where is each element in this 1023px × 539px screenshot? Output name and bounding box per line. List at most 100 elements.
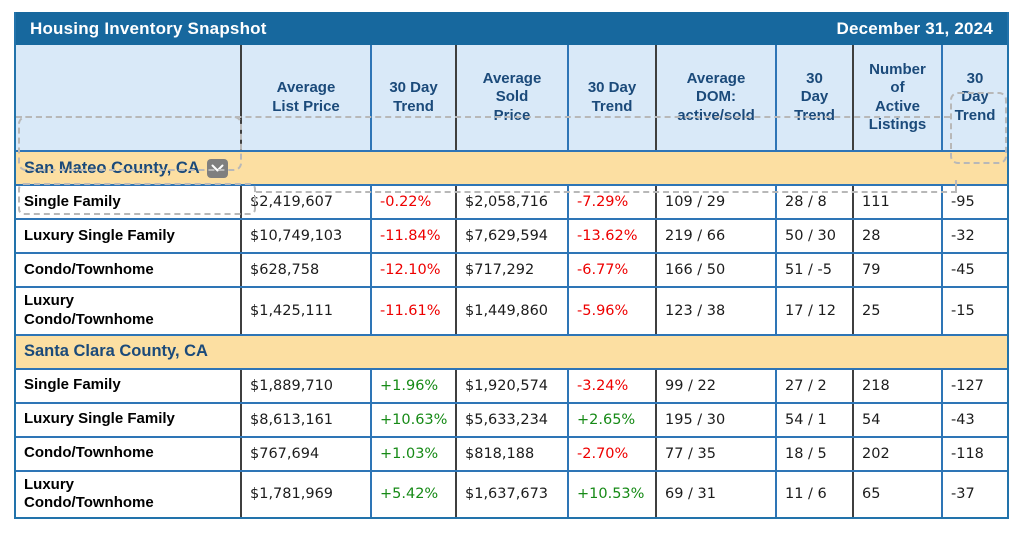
housing-inventory-report: Housing Inventory Snapshot December 31, … <box>14 12 1009 519</box>
cell-dom: 109 / 29 <box>655 186 775 218</box>
cell-listings_trend: -118 <box>941 437 1007 470</box>
column-header-3: Average Sold Price <box>455 45 567 150</box>
table-row: Condo/Townhome $628,758 -12.10% $717,292 -6.… <box>16 252 1007 286</box>
cell-listings_trend: -95 <box>941 186 1007 218</box>
cell-sold_trend: -3.24% <box>567 369 655 402</box>
row-label: Single Family <box>24 192 121 210</box>
cell-listings_trend: -127 <box>941 369 1007 402</box>
cell-sold_trend: -5.96% <box>567 288 655 334</box>
cell-list_price: $1,889,710 <box>240 369 370 402</box>
section-name: Santa Clara County, CA <box>24 342 208 360</box>
cell-active_listings: 79 <box>852 254 941 286</box>
cell-list_price: $1,781,969 <box>240 471 370 517</box>
cell-list_price: $8,613,161 <box>240 403 370 436</box>
row-label: Luxury Single Family <box>24 410 175 428</box>
column-header-1: Average List Price <box>240 45 370 150</box>
cell-list_price: $2,419,607 <box>240 186 370 218</box>
cell-dom: 77 / 35 <box>655 437 775 470</box>
column-header-7: Number of Active Listings <box>852 45 941 150</box>
cell-sold_price: $818,188 <box>455 437 567 470</box>
column-header-0 <box>16 45 240 150</box>
cell-dom_trend: 18 / 5 <box>775 437 852 470</box>
cell-list_trend: +1.03% <box>370 437 455 470</box>
cell-dom: 219 / 66 <box>655 220 775 252</box>
cell-list_trend: -11.84% <box>370 220 455 252</box>
cell-listings_trend: -43 <box>941 403 1007 436</box>
cell-listings_trend: -15 <box>941 288 1007 334</box>
table-row: Condo/Townhome $767,694 +1.03% $818,188 -2.7… <box>16 435 1007 470</box>
cell-list_price: $628,758 <box>240 254 370 286</box>
cell-dom: 123 / 38 <box>655 288 775 334</box>
cell-sold_price: $1,920,574 <box>455 369 567 402</box>
cell-active_listings: 218 <box>852 369 941 402</box>
report-title: Housing Inventory Snapshot <box>30 18 267 38</box>
column-header-2: 30 Day Trend <box>370 45 455 150</box>
table-row: Single Family $2,419,607 -0.22% $2,058,716-… <box>16 184 1007 218</box>
cell-dom: 166 / 50 <box>655 254 775 286</box>
cell-sold_price: $717,292 <box>455 254 567 286</box>
cell-active_listings: 202 <box>852 437 941 470</box>
cell-dom_trend: 50 / 30 <box>775 220 852 252</box>
cell-dom: 195 / 30 <box>655 403 775 436</box>
row-label: Luxury Condo/Townhome <box>24 475 154 512</box>
cell-list_trend: +1.96% <box>370 369 455 402</box>
cell-sold_price: $2,058,716 <box>455 186 567 218</box>
cell-listings_trend: -45 <box>941 254 1007 286</box>
cell-dom_trend: 51 / -5 <box>775 254 852 286</box>
section-dropdown-button[interactable] <box>206 158 228 178</box>
cell-list_price: $1,425,111 <box>240 288 370 334</box>
cell-list_trend: -12.10% <box>370 254 455 286</box>
cell-sold_trend: -13.62% <box>567 220 655 252</box>
cell-sold_price: $1,637,673 <box>455 471 567 517</box>
cell-dom_trend: 28 / 8 <box>775 186 852 218</box>
cell-dom_trend: 17 / 12 <box>775 288 852 334</box>
cell-list_trend: +10.63% <box>370 403 455 436</box>
cell-active_listings: 65 <box>852 471 941 517</box>
cell-sold_price: $5,633,234 <box>455 403 567 436</box>
cell-list_trend: -11.61% <box>370 288 455 334</box>
column-header-5: Average DOM: active/sold <box>655 45 775 150</box>
cell-sold_trend: +10.53% <box>567 471 655 517</box>
section-header-row: Santa Clara County, CA <box>16 333 1007 368</box>
cell-sold_trend: -7.29% <box>567 186 655 218</box>
table-row: Single Family $1,889,710 +1.96% $1,920,574-… <box>16 367 1007 402</box>
section-name: San Mateo County, CA <box>24 158 200 177</box>
cell-list_trend: +5.42% <box>370 471 455 517</box>
table-row: Luxury Condo/Townhome $1,425,111 -11.61% $1… <box>16 286 1007 334</box>
table-row: Luxury Single Family $8,613,161 +10.63% $5,… <box>16 401 1007 436</box>
chevron-down-icon <box>211 164 224 171</box>
cell-sold_trend: +2.65% <box>567 403 655 436</box>
cell-list_price: $10,749,103 <box>240 220 370 252</box>
cell-list_trend: -0.22% <box>370 186 455 218</box>
column-header-4: 30 Day Trend <box>567 45 655 150</box>
cell-sold_trend: -2.70% <box>567 437 655 470</box>
cell-active_listings: 28 <box>852 220 941 252</box>
row-label: Luxury Single Family <box>24 226 175 244</box>
row-label: Single Family <box>24 376 121 394</box>
cell-listings_trend: -32 <box>941 220 1007 252</box>
cell-dom: 69 / 31 <box>655 471 775 517</box>
cell-sold_trend: -6.77% <box>567 254 655 286</box>
row-label: Condo/Townhome <box>24 444 154 462</box>
cell-sold_price: $1,449,860 <box>455 288 567 334</box>
table-row: Luxury Condo/Townhome $1,781,969 +5.42% $1,… <box>16 469 1007 517</box>
cell-dom_trend: 11 / 6 <box>775 471 852 517</box>
cell-dom: 99 / 22 <box>655 369 775 402</box>
cell-sold_price: $7,629,594 <box>455 220 567 252</box>
section-header-row: San Mateo County, CA <box>16 150 1007 184</box>
report-title-bar: Housing Inventory Snapshot December 31, … <box>16 12 1007 45</box>
report-date: December 31, 2024 <box>836 18 993 38</box>
cell-active_listings: 54 <box>852 403 941 436</box>
cell-dom_trend: 27 / 2 <box>775 369 852 402</box>
table-body: San Mateo County, CA Single Family $2,419,… <box>16 150 1007 517</box>
row-label: Luxury Condo/Townhome <box>24 292 154 328</box>
row-label: Condo/Townhome <box>24 260 154 278</box>
cell-active_listings: 25 <box>852 288 941 334</box>
cell-list_price: $767,694 <box>240 437 370 470</box>
column-header-8: 30 Day Trend <box>941 45 1007 150</box>
table-row: Luxury Single Family $10,749,103 -11.84% $7… <box>16 218 1007 252</box>
cell-active_listings: 111 <box>852 186 941 218</box>
cell-dom_trend: 54 / 1 <box>775 403 852 436</box>
cell-listings_trend: -37 <box>941 471 1007 517</box>
